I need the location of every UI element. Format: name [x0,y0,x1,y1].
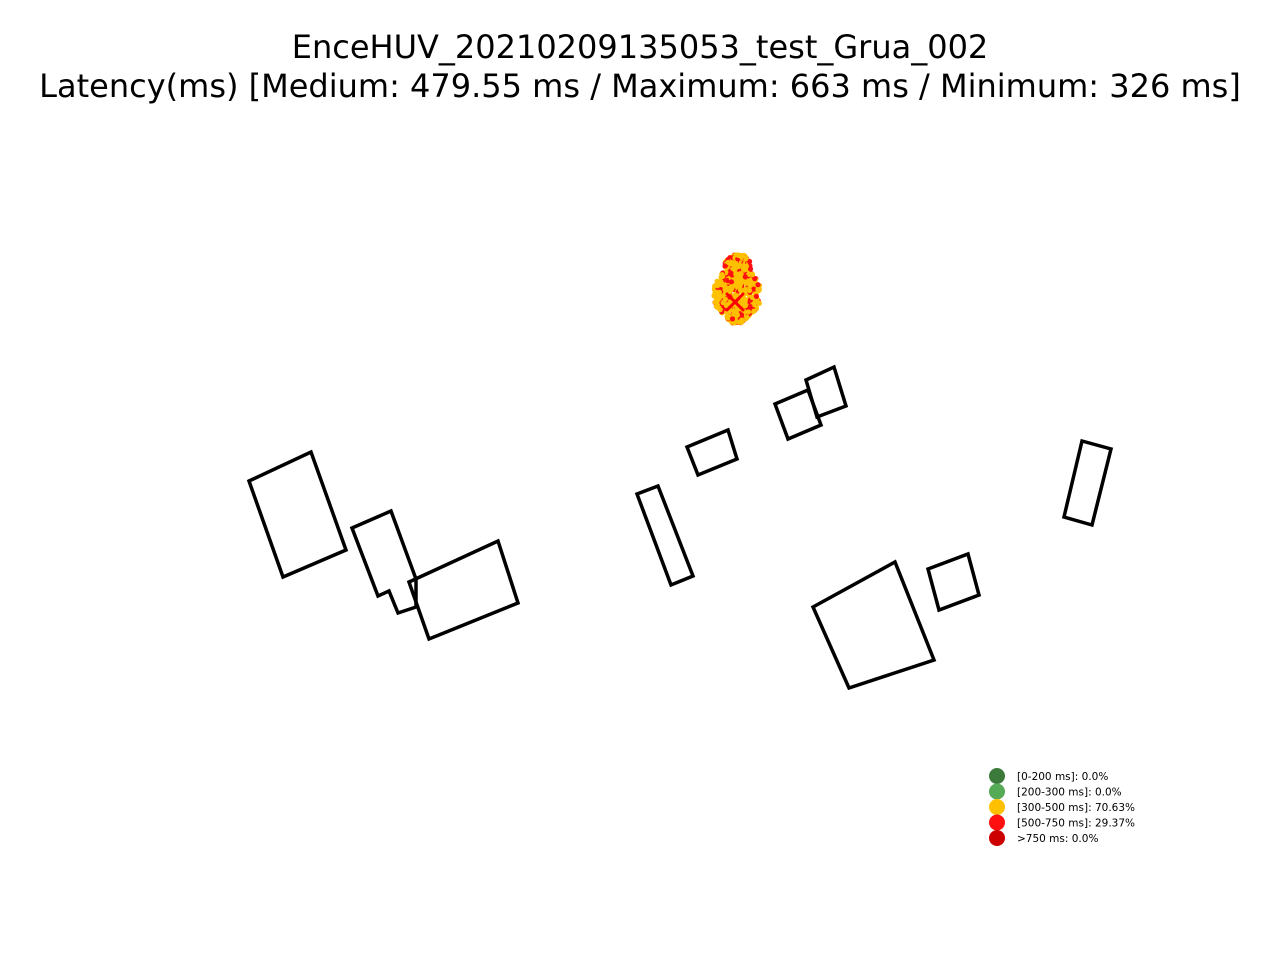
latency-sample-point [722,287,728,293]
legend-label-4: [500-750 ms]: 29.37% [1017,818,1135,830]
chart-subtitle: Latency(ms) [Medium: 479.55 ms / Maximum… [39,67,1241,105]
latency-sample-point [727,289,733,295]
latency-sample-point [751,308,757,314]
legend-marker-5 [989,830,1005,846]
building-outline-10 [925,551,982,613]
latency-sample-point [734,307,740,313]
latency-sample-point [739,253,745,259]
legend-label-2: [200-300 ms]: 0.0% [1017,787,1122,799]
latency-sample-point [718,279,724,285]
latency-sample-point [733,271,739,277]
latency-sample-point [719,272,725,278]
latency-sample-point [737,286,743,292]
latency-sample-point [741,278,747,284]
latency-sample-point [736,276,742,282]
latency-sample-point [755,286,761,292]
legend-label-1: [0-200 ms]: 0.0% [1017,771,1108,783]
building-outline-6 [772,387,824,442]
latency-sample-point [725,315,731,321]
latency-sample-point [747,258,753,265]
latency-sample-point [747,271,753,277]
latency-sample-point [746,287,753,294]
building-outlines [246,364,1114,691]
latency-sample-point [737,299,744,306]
latency-sample-point [743,263,750,269]
latency-sample-point [742,303,748,309]
legend-label-5: >750 ms: 0.0% [1017,833,1098,845]
legend-marker-4 [989,814,1005,831]
latency-sample-point [742,274,748,280]
latency-sample-point [711,293,717,299]
latency-sample-point [747,266,754,272]
building-outline-3 [406,538,521,642]
latency-sample-point [752,276,758,282]
start-marker [725,292,745,312]
latency-sample-point [753,293,760,299]
latency-sample-point [746,278,752,284]
latency-sample-point [737,282,744,288]
building-outline-5 [684,427,740,478]
latency-sample-point [734,312,741,318]
latency-sample-point [738,312,745,318]
legend-label-3: [300-500 ms]: 70.63% [1017,802,1135,814]
latency-sample-point [728,270,734,276]
latency-sample-point [725,259,731,265]
latency-sample-point [732,267,738,273]
building-outline-1 [246,449,349,580]
latency-sample-point [744,314,750,320]
legend-marker-2 [989,783,1005,800]
latency-sample-point [722,263,729,269]
chart-title: EnceHUV_20210209135053_test_Grua_002 [291,28,989,66]
latency-sample-point [717,307,723,313]
latency-sample-point [745,309,751,315]
latency-sample-point [729,283,735,289]
latency-sample-point [755,282,761,288]
latency-sample-point [743,255,749,261]
latency-sample-point [722,291,728,297]
latency-sample-point [751,301,757,307]
latency-sample-point [740,317,746,323]
building-outline-8 [1061,438,1114,528]
building-outline-7 [803,364,849,420]
start-marker-stroke-2 [725,292,745,312]
chart-title-block: EnceHUV_20210209135053_test_Grua_002 Lat… [0,28,1280,106]
latency-samples [711,252,763,326]
latency-sample-point [729,316,736,322]
latency-sample-point [749,294,756,301]
latency-sample-point [728,279,735,285]
latency-sample-point [756,300,763,306]
latency-sample-point [715,283,721,289]
building-outline-4 [634,483,696,588]
legend-marker-1 [989,768,1005,784]
building-outline-2 [349,508,418,616]
building-outline-9 [810,559,937,691]
legend: [0-200 ms]: 0.0% [200-300 ms]: 0.0% [300-5… [989,768,1135,846]
latency-sample-point [736,264,742,270]
latency-sample-point [716,289,723,295]
latency-sample-point [714,278,720,284]
legend-marker-3 [989,799,1005,815]
latency-sample-point [751,286,757,292]
